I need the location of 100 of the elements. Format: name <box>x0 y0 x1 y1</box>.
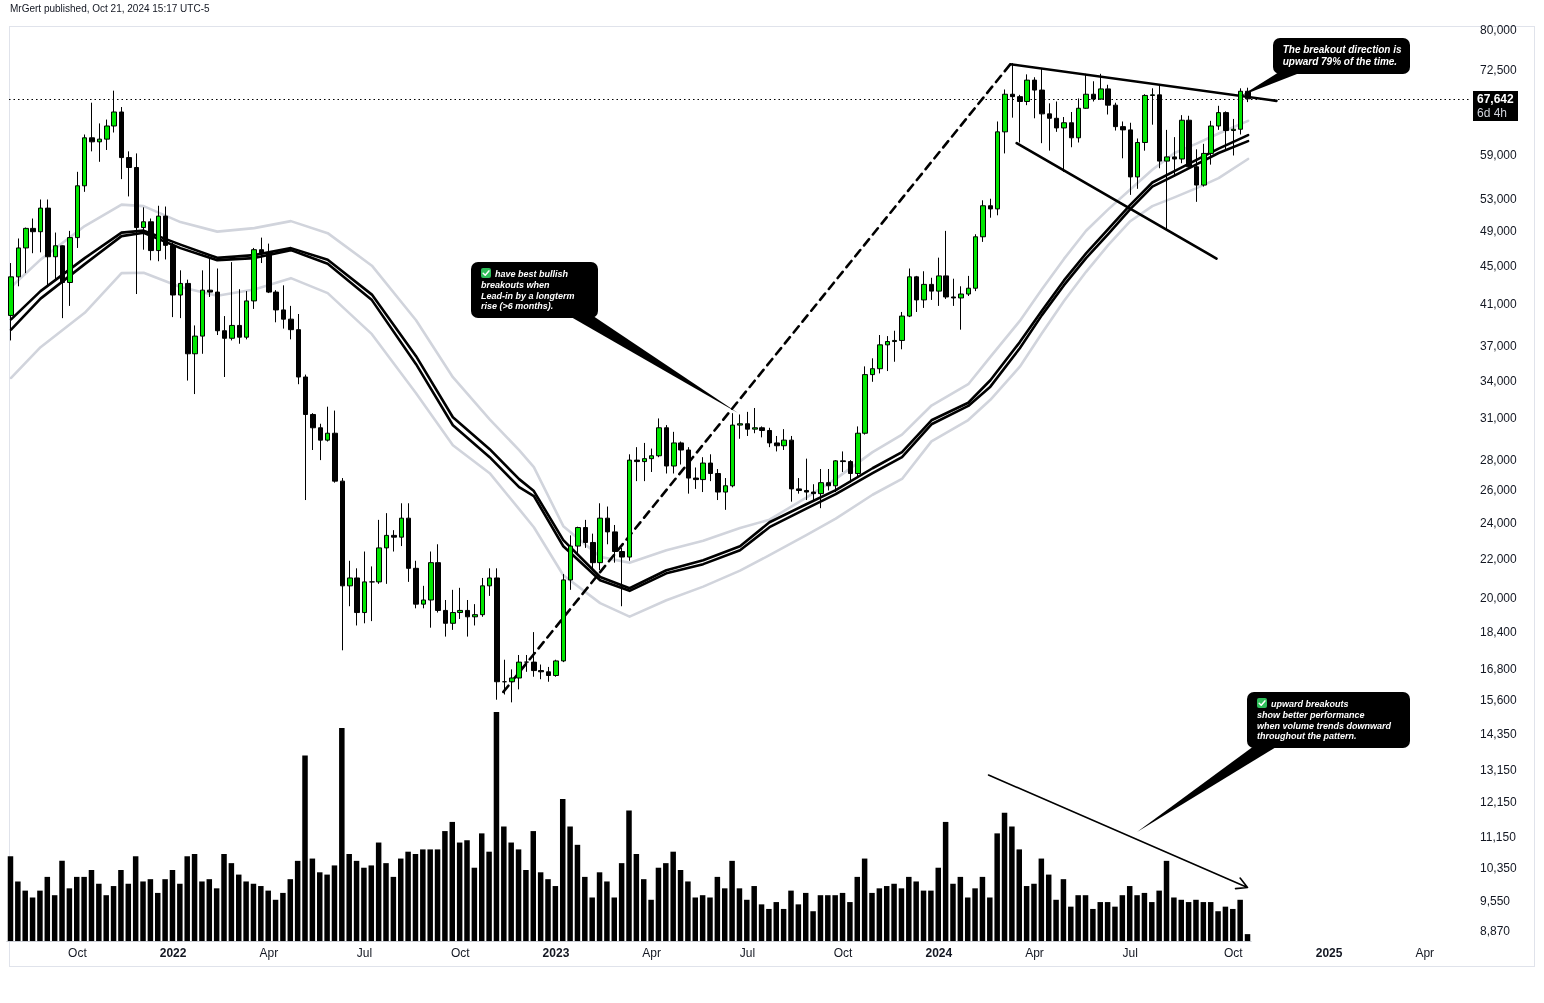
bar <box>1053 899 1059 941</box>
bar <box>559 799 566 941</box>
candlestick <box>1069 111 1074 148</box>
bar <box>206 879 213 941</box>
bar <box>110 886 117 941</box>
candlestick <box>811 483 816 503</box>
candlestick <box>53 232 58 282</box>
bar <box>530 831 537 941</box>
bar <box>7 856 14 941</box>
candlestick <box>524 654 529 673</box>
candlestick <box>1047 102 1052 152</box>
y-tick-label: 9,550 <box>1480 893 1511 908</box>
bar <box>412 853 419 941</box>
candlestick <box>134 152 139 295</box>
bar <box>795 904 802 941</box>
x-tick-label: Apr <box>1415 946 1435 960</box>
candlestick <box>723 477 728 511</box>
bar <box>280 892 286 941</box>
candlestick <box>148 218 154 261</box>
bar <box>1060 879 1067 941</box>
bar <box>294 860 301 941</box>
bar <box>442 831 448 941</box>
candlestick <box>1054 101 1059 133</box>
candlestick <box>1113 102 1118 132</box>
candlestick <box>1194 148 1199 203</box>
bar <box>523 870 529 941</box>
bar <box>464 840 470 941</box>
candlestick <box>907 268 912 318</box>
candlestick <box>1216 105 1221 131</box>
bar <box>810 911 816 941</box>
candlestick <box>1128 122 1133 196</box>
chart-title: MrGert published, Oct 21, 2024 15:17 UTC-5 <box>10 3 210 15</box>
bar <box>1163 860 1170 941</box>
bar <box>471 867 478 941</box>
bar <box>802 892 809 941</box>
candlestick <box>288 305 294 340</box>
bar <box>869 892 875 941</box>
candlestick <box>281 284 286 330</box>
bar <box>1104 902 1111 941</box>
candlestick <box>796 477 802 495</box>
x-tick-label: Oct <box>833 946 854 960</box>
candlestick <box>332 410 338 484</box>
bar <box>118 870 124 941</box>
bar <box>59 860 65 941</box>
candlestick <box>789 435 794 503</box>
bar <box>456 842 463 941</box>
candlestick <box>244 290 249 340</box>
bar <box>891 883 897 941</box>
bar <box>847 902 853 941</box>
bar <box>228 863 235 941</box>
bar <box>692 897 699 941</box>
bar <box>132 856 139 941</box>
x-tick-label: Apr <box>642 946 662 960</box>
bar <box>375 842 382 941</box>
candlestick <box>222 315 227 378</box>
bar <box>37 890 43 941</box>
bar <box>169 870 176 941</box>
ref-line-label: 67,642 6d 4h <box>1477 91 1514 120</box>
bar <box>44 876 51 941</box>
candlestick <box>929 277 934 301</box>
candlestick <box>89 102 95 152</box>
bar <box>972 888 978 941</box>
bar <box>979 876 986 941</box>
bar <box>545 879 551 941</box>
candlestick <box>421 585 426 609</box>
candlestick <box>899 311 905 350</box>
candlestick <box>325 406 330 443</box>
y-tick-label: 15,600 <box>1480 692 1518 707</box>
bar <box>766 908 772 941</box>
bar <box>324 874 330 941</box>
bar <box>213 888 220 941</box>
candlestick <box>708 453 713 482</box>
bar <box>699 895 706 941</box>
bar <box>677 870 684 941</box>
candlestick <box>730 412 735 488</box>
bar <box>1082 895 1089 941</box>
bar <box>633 853 640 941</box>
bar <box>1009 826 1015 941</box>
bar <box>626 810 632 941</box>
bar <box>1045 874 1052 941</box>
bar <box>780 908 787 941</box>
bar <box>1215 911 1221 941</box>
candlestick <box>60 244 65 319</box>
candlestick <box>163 206 168 260</box>
bar <box>1207 902 1214 941</box>
bar <box>729 860 735 941</box>
bar <box>250 883 257 941</box>
bar <box>950 883 956 941</box>
bar <box>316 872 323 941</box>
candlestick <box>958 285 964 331</box>
candlestick <box>715 468 721 501</box>
candlestick <box>480 577 485 618</box>
bar <box>1112 906 1118 941</box>
candlestick <box>362 551 367 624</box>
candlestick <box>178 269 183 319</box>
y-tick-label: 20,000 <box>1480 590 1518 605</box>
bar <box>1090 908 1096 941</box>
bar <box>353 860 360 941</box>
y-tick-label: 34,000 <box>1480 373 1518 388</box>
candlestick <box>237 288 242 345</box>
